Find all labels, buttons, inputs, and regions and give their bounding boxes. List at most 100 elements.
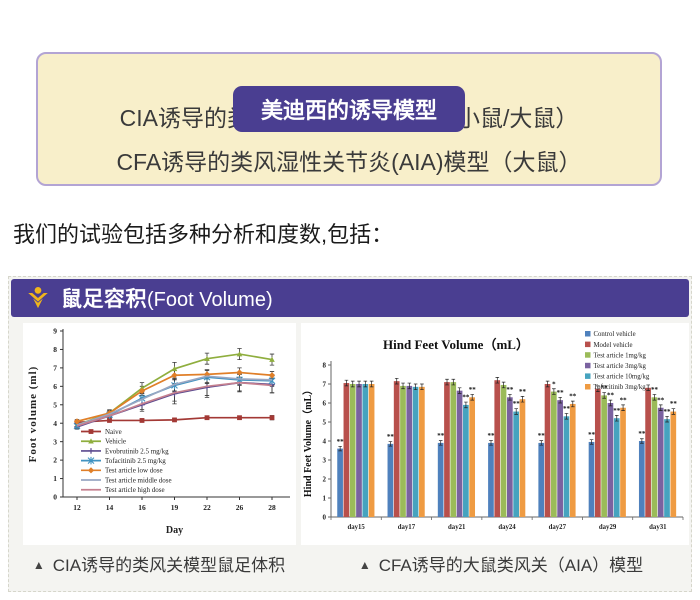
legend-item: Test article low dose [81,467,163,475]
svg-text:Test article middle dose: Test article middle dose [105,476,172,484]
panel-title-en: (Foot Volume) [147,289,273,311]
bar: ** [557,389,564,517]
svg-text:**: ** [588,431,596,439]
legend-item: Vehicle [81,438,126,446]
panel-title-zh: 鼠足容积 [61,288,147,311]
bar: ** [607,392,615,517]
svg-text:**: ** [657,396,665,404]
legend-item: Tofacitinib 3mg/kg [585,384,646,391]
bar [393,377,400,517]
svg-text:Naive: Naive [105,428,122,436]
foot-volume-panel: 鼠足容积(Foot Volume) 0 1 2 3 4 5 6 7 8 9 12 14 16 19 22 26… [8,276,692,592]
svg-text:Test article 10mg/kg: Test article 10mg/kg [594,374,650,381]
svg-text:6: 6 [323,399,327,407]
bar [645,384,651,517]
caption-cfa-text: CFA诱导的大鼠类风关（AIA）模型 [378,556,644,575]
bar: ** [337,438,345,517]
svg-text:**: ** [387,433,395,441]
svg-text:**: ** [513,400,521,408]
bar [456,387,463,517]
bar [594,385,601,517]
bar: ** [519,388,527,517]
svg-text:day24: day24 [498,524,516,531]
legend-item: Test article 10mg/kg [585,373,650,381]
legend-item: Test article 3mg/kg [585,362,646,370]
svg-text:7: 7 [323,380,327,388]
svg-text:day27: day27 [549,524,567,531]
bar: ** [588,431,596,517]
bar [343,379,350,517]
cfa-bar-chart-card: Hind Feet Volume（mL） 0 1 2 3 4 5 6 7 8 day15 ** day1… [301,323,689,545]
svg-text:19: 19 [171,503,179,512]
caption-cia-text: CIA诱导的类风关模型鼠足体积 [52,556,286,575]
svg-text:4: 4 [323,437,327,445]
svg-text:**: ** [462,394,470,402]
svg-text:28: 28 [268,503,276,512]
svg-text:**: ** [563,405,571,413]
svg-text:Hind Feet Volume（mL）: Hind Feet Volume（mL） [301,385,314,497]
svg-text:**: ** [488,432,496,440]
svg-text:16: 16 [138,503,146,512]
panel-title: 鼠足容积(Foot Volume) [61,283,273,313]
bar: ** [538,432,545,517]
bar: ** [664,408,672,517]
svg-text:0: 0 [53,493,57,502]
svg-text:**: ** [469,386,477,394]
bar [500,381,507,517]
svg-text:**: ** [437,432,445,440]
svg-text:**: ** [607,392,615,400]
svg-text:5: 5 [323,418,327,426]
box-title-badge: 美迪西的诱导模型 [232,86,466,132]
svg-text:22: 22 [203,503,211,512]
bar: ** [657,396,665,517]
svg-text:26: 26 [236,503,244,512]
bar: ** [506,386,514,517]
caption-cia: ▲ CIA诱导的类风关模型鼠足体积 [9,551,309,576]
bar [406,382,413,517]
model-line-2: CFA诱导的类风湿性关节炎(AIA)模型（大鼠） [116,149,582,175]
svg-text:3: 3 [323,456,327,464]
triangle-bullet-icon: ▲ [358,558,371,572]
triangle-bullet-icon: ▲ [32,558,45,572]
cfa-hind-feet-volume-bar-chart: Hind Feet Volume（mL） 0 1 2 3 4 5 6 7 8 day15 ** day1… [301,331,684,531]
svg-text:Evobrutinib 2.5 mg/kg: Evobrutinib 2.5 mg/kg [105,447,169,455]
svg-text:day31: day31 [649,524,667,531]
svg-text:**: ** [664,408,672,416]
svg-text:5: 5 [53,400,57,409]
bar [368,380,375,517]
svg-text:Tofacitinib 3mg/kg: Tofacitinib 3mg/kg [594,384,647,391]
bar: ** [670,400,677,517]
svg-text:**: ** [651,386,659,394]
bar: ** [387,433,395,517]
legend-item: Naive [81,428,122,436]
svg-text:Test article low dose: Test article low dose [105,467,163,475]
legend-item: Control vehicle [585,331,636,338]
legend-item: Test article 1mg/kg [585,352,646,359]
bar [544,380,551,517]
svg-text:Model vehicle: Model vehicle [594,342,633,349]
bar: ** [601,384,608,517]
svg-text:2: 2 [323,475,327,483]
svg-text:**: ** [337,438,345,446]
bar: ** [563,405,571,517]
legend-item: Test article middle dose [81,476,172,484]
bar: ** [469,386,477,517]
bar: ** [651,386,659,517]
panel-header: 鼠足容积(Foot Volume) [11,279,689,317]
bar [362,380,369,517]
bar: ** [437,432,445,517]
svg-text:day15: day15 [347,524,365,531]
svg-text:day29: day29 [599,524,617,531]
svg-text:Test article high dose: Test article high dose [105,486,165,494]
svg-text:6: 6 [53,382,57,391]
induced-models-box: 美迪西的诱导模型 CIA诱导的类风湿性关节炎模型（小鼠/大鼠） CFA诱导的类风… [36,52,662,186]
legend-item: Model vehicle [585,341,633,349]
intro-text: 我们的试验包括多种分析和度数,包括： [13,222,394,247]
legend-item: Test article high dose [81,486,165,494]
bar: ** [569,393,577,517]
line-series [76,375,273,426]
caption-cfa: ▲ CFA诱导的大鼠类风关（AIA）模型 [309,551,693,576]
svg-text:12: 12 [73,503,81,512]
svg-text:8: 8 [323,361,327,369]
